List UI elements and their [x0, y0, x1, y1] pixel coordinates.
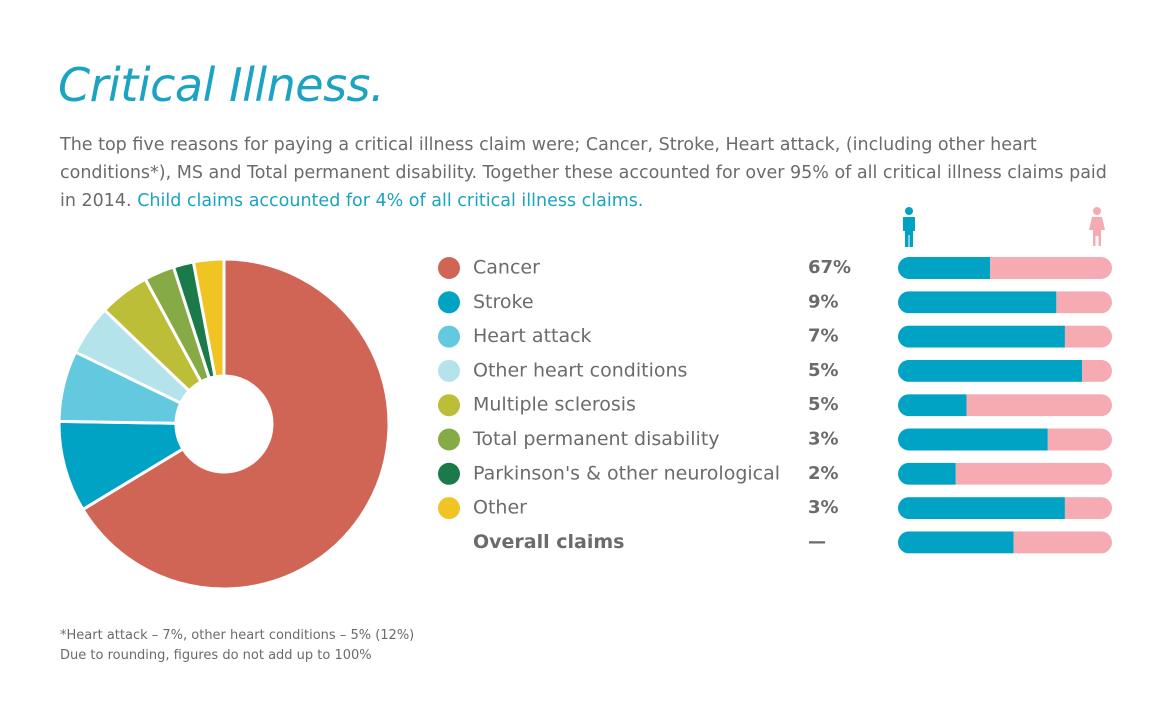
bar-segment	[1056, 291, 1112, 314]
bar-segment	[898, 359, 1083, 382]
legend-label: Parkinson's & other neurological	[473, 462, 780, 484]
legend-swatch	[438, 462, 460, 485]
legend-label: Heart attack	[473, 325, 592, 347]
value-label: 3%	[808, 497, 839, 518]
bar-row	[898, 428, 1112, 451]
bar-segment	[1047, 428, 1112, 451]
footnote: Due to rounding, figures do not add up t…	[60, 648, 372, 663]
bar-row	[898, 359, 1112, 382]
bar-segment	[898, 257, 991, 279]
legend-swatch	[438, 497, 460, 520]
bar-segment	[1013, 531, 1112, 554]
legend-label: Cancer	[473, 257, 540, 279]
bar-segment	[990, 257, 1112, 279]
value-label: 7%	[808, 326, 839, 347]
footnote: *Heart attack – 7%, other heart conditio…	[60, 628, 415, 643]
intro: The top five reasons for paying a critic…	[60, 131, 1120, 215]
pie-slice	[191, 257, 226, 379]
bar-segment	[966, 394, 1112, 417]
legend-swatch	[438, 325, 460, 348]
value-label: 2%	[808, 463, 839, 484]
bar-row	[898, 291, 1112, 314]
legend-swatch	[438, 394, 460, 417]
male-icon	[903, 207, 915, 247]
legend-swatch	[438, 291, 460, 314]
bar-row	[898, 257, 1112, 279]
bar-segment	[898, 291, 1057, 314]
legend-swatch	[438, 359, 460, 382]
bar-segment	[898, 325, 1065, 348]
female-icon	[1089, 207, 1105, 246]
bar-segment	[898, 394, 967, 417]
value-label: 5%	[808, 394, 839, 415]
bar-segment	[1064, 497, 1112, 520]
bar-segment	[898, 428, 1048, 451]
legend-label: Other	[473, 497, 527, 519]
value-label: 3%	[808, 429, 839, 450]
footnotes: *Heart attack – 7%, other heart conditio…	[60, 626, 414, 666]
bar-segment	[898, 497, 1065, 520]
legend-label: Other heart conditions	[473, 359, 687, 381]
legend-swatch	[438, 428, 460, 451]
bar-row	[898, 394, 1112, 417]
legend-label: Total permanent disability	[472, 428, 720, 450]
bar-row	[898, 462, 1112, 485]
value-label: —	[808, 531, 826, 552]
bar-segment	[898, 531, 1014, 554]
legend-swatch	[438, 257, 460, 279]
bar-segment	[955, 462, 1112, 485]
value-label: 67%	[808, 257, 851, 278]
bar-row	[898, 497, 1112, 520]
pie-slice	[80, 257, 391, 591]
legend-label: Stroke	[473, 291, 534, 313]
bar-segment	[1082, 359, 1112, 382]
bar-row	[898, 531, 1112, 554]
intro-text: The top five reasons for paying a critic…	[60, 135, 1107, 211]
row-label: Overall claims	[473, 531, 624, 553]
bar-segment	[898, 462, 956, 485]
bar-segment	[1064, 325, 1112, 348]
bar-row	[898, 325, 1112, 348]
value-label: 5%	[808, 360, 839, 381]
legend-label: Multiple sclerosis	[473, 394, 636, 416]
intro-highlight: Child claims accounted for 4% of all cri…	[137, 191, 644, 211]
title: Critical Illness.	[58, 58, 385, 112]
value-label: 9%	[808, 291, 839, 312]
